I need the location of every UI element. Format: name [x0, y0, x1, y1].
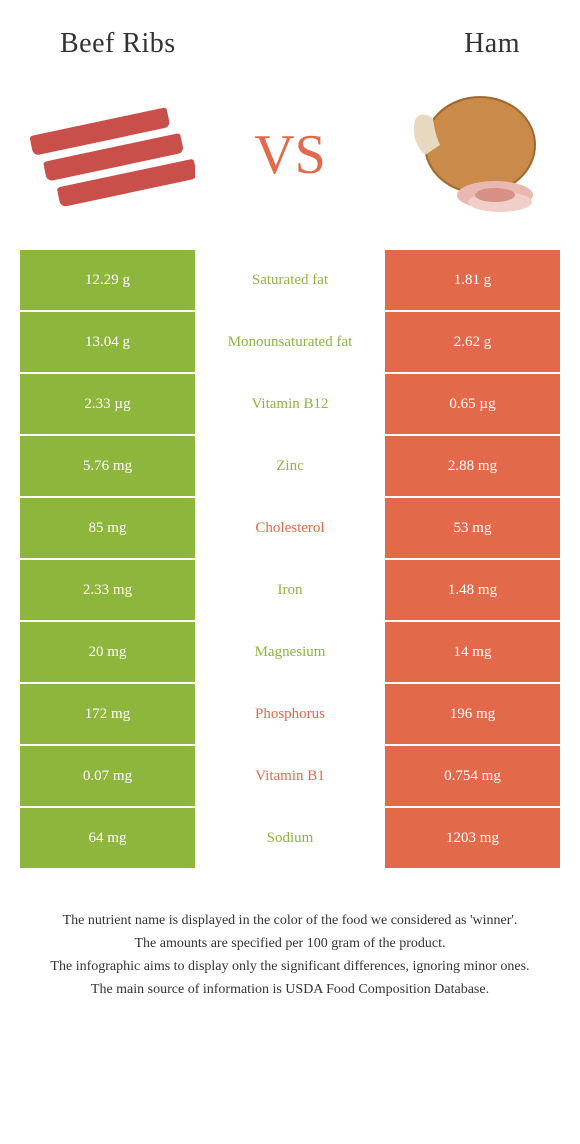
left-value: 13.04 g — [20, 312, 195, 372]
nutrient-row: 64 mgSodium1203 mg — [20, 808, 560, 868]
right-value: 2.88 mg — [385, 436, 560, 496]
footer-notes: The nutrient name is displayed in the co… — [0, 870, 580, 1022]
nutrient-label: Iron — [195, 560, 385, 620]
nutrient-row: 0.07 mgVitamin B10.754 mg — [20, 746, 560, 806]
left-value: 85 mg — [20, 498, 195, 558]
right-value: 1.48 mg — [385, 560, 560, 620]
right-value: 14 mg — [385, 622, 560, 682]
nutrient-label: Vitamin B1 — [195, 746, 385, 806]
nutrient-row: 172 mgPhosphorus196 mg — [20, 684, 560, 744]
nutrient-row: 20 mgMagnesium14 mg — [20, 622, 560, 682]
left-food-title: Beef Ribs — [60, 28, 176, 60]
footer-line: The infographic aims to display only the… — [30, 956, 550, 977]
nutrient-label: Cholesterol — [195, 498, 385, 558]
nutrient-label: Magnesium — [195, 622, 385, 682]
left-value: 0.07 mg — [20, 746, 195, 806]
nutrient-label: Monounsaturated fat — [195, 312, 385, 372]
images-row: VS — [0, 70, 580, 250]
nutrient-row: 13.04 gMonounsaturated fat2.62 g — [20, 312, 560, 372]
header: Beef Ribs Ham — [0, 0, 580, 70]
nutrient-row: 85 mgCholesterol53 mg — [20, 498, 560, 558]
nutrient-row: 2.33 mgIron1.48 mg — [20, 560, 560, 620]
nutrient-row: 12.29 gSaturated fat1.81 g — [20, 250, 560, 310]
nutrient-row: 5.76 mgZinc2.88 mg — [20, 436, 560, 496]
right-value: 1203 mg — [385, 808, 560, 868]
right-value: 2.62 g — [385, 312, 560, 372]
footer-line: The amounts are specified per 100 gram o… — [30, 933, 550, 954]
footer-line: The nutrient name is displayed in the co… — [30, 910, 550, 931]
left-value: 20 mg — [20, 622, 195, 682]
right-value: 0.754 mg — [385, 746, 560, 806]
left-value: 2.33 µg — [20, 374, 195, 434]
left-value: 5.76 mg — [20, 436, 195, 496]
right-value: 196 mg — [385, 684, 560, 744]
nutrient-table: 12.29 gSaturated fat1.81 g13.04 gMonouns… — [0, 250, 580, 868]
nutrient-row: 2.33 µgVitamin B120.65 µg — [20, 374, 560, 434]
left-value: 64 mg — [20, 808, 195, 868]
nutrient-label: Zinc — [195, 436, 385, 496]
right-value: 53 mg — [385, 498, 560, 558]
nutrient-label: Phosphorus — [195, 684, 385, 744]
beef-ribs-image — [25, 90, 195, 220]
left-value: 12.29 g — [20, 250, 195, 310]
right-value: 1.81 g — [385, 250, 560, 310]
left-value: 2.33 mg — [20, 560, 195, 620]
footer-line: The main source of information is USDA F… — [30, 979, 550, 1000]
right-value: 0.65 µg — [385, 374, 560, 434]
nutrient-label: Saturated fat — [195, 250, 385, 310]
nutrient-label: Sodium — [195, 808, 385, 868]
left-value: 172 mg — [20, 684, 195, 744]
vs-label: VS — [254, 123, 326, 187]
nutrient-label: Vitamin B12 — [195, 374, 385, 434]
right-food-title: Ham — [464, 28, 520, 60]
ham-image — [385, 90, 555, 220]
